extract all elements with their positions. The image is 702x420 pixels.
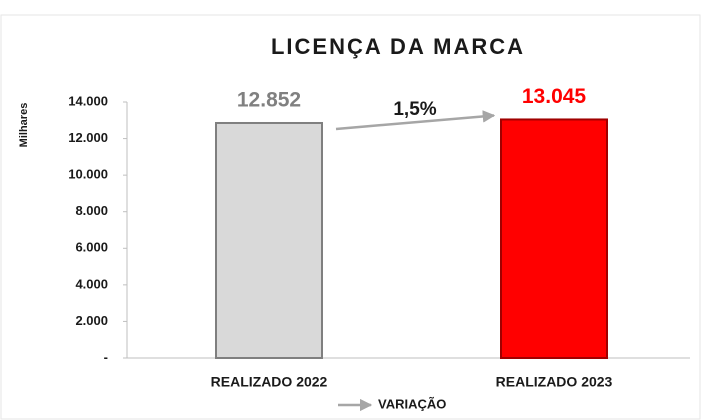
y-tick-label: 6.000 — [75, 240, 108, 255]
y-tick-label: 14.000 — [68, 93, 108, 108]
y-tick-label: 12.000 — [68, 130, 108, 145]
chart-title: LICENÇA DA MARCA — [271, 34, 525, 59]
bar — [215, 121, 323, 359]
variation-label: 1,5% — [393, 99, 436, 120]
value-label: 12.852 — [237, 89, 301, 112]
chart-frame — [0, 14, 701, 420]
y-tick-label: 8.000 — [75, 203, 108, 218]
x-tick-label: REALIZADO 2022 — [211, 374, 328, 390]
bar — [500, 118, 608, 359]
legend-label: VARIAÇÃO — [378, 396, 446, 411]
y-axis-label: Milhares — [18, 103, 30, 148]
y-tick-label: - — [104, 349, 108, 364]
variation-arrow — [335, 110, 496, 131]
y-tick-label: 2.000 — [75, 313, 108, 328]
x-tick-label: REALIZADO 2023 — [496, 374, 613, 390]
y-tick-label: 10.000 — [68, 167, 108, 182]
value-label: 13.045 — [522, 85, 587, 108]
y-tick-label: 4.000 — [75, 276, 108, 291]
